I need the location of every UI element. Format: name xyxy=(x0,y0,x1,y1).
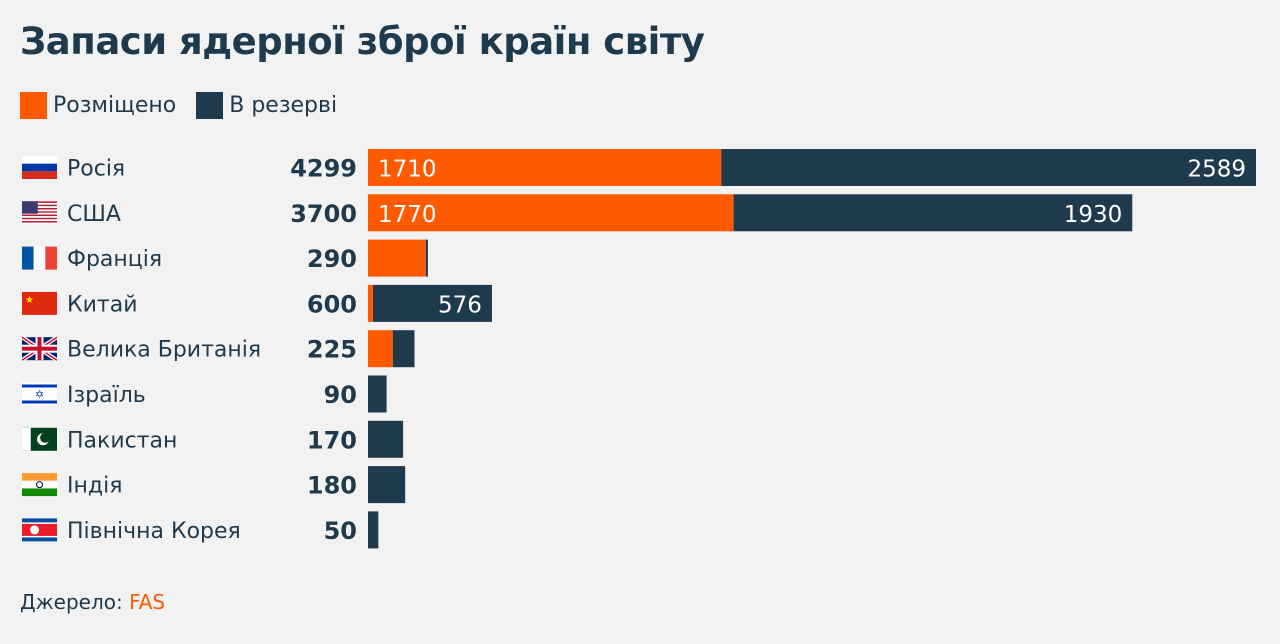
legend-swatch-deployed xyxy=(20,92,47,119)
bar-reserve xyxy=(425,239,428,277)
north-korea-flag xyxy=(22,518,57,542)
bar-deployed xyxy=(368,330,393,368)
legend-swatch-reserve xyxy=(196,92,224,119)
bar-row: Велика Британія 225 xyxy=(20,330,415,368)
category-label: Росія xyxy=(67,157,125,182)
total-label: 225 xyxy=(307,336,357,364)
source-note: Джерело: FAS xyxy=(20,590,165,614)
bar-deployed xyxy=(368,239,426,277)
source-link[interactable]: FAS xyxy=(129,590,166,614)
category-label: США xyxy=(67,202,121,227)
bar-deployed xyxy=(368,194,734,232)
legend-item-reserve: В резерві xyxy=(196,92,337,119)
usa-flag xyxy=(22,201,57,225)
bar-row: Індія 180 xyxy=(22,466,406,504)
pakistan-flag xyxy=(22,427,57,451)
data-label: 1770 xyxy=(378,202,437,228)
bar-row: ✡ Ізраїль 90 xyxy=(22,375,387,413)
bar-row: Пакистан 170 xyxy=(22,420,404,458)
category-label: Індія xyxy=(67,474,122,499)
bar-reserve xyxy=(368,375,387,413)
legend: Розміщено В резерві xyxy=(20,92,357,119)
bar-reserve xyxy=(721,149,1256,186)
uk-flag xyxy=(20,335,59,362)
total-label: 3700 xyxy=(290,200,357,228)
bar-reserve xyxy=(368,466,406,504)
legend-item-deployed: Розміщено xyxy=(20,92,176,119)
data-label: 1710 xyxy=(378,157,437,183)
bar-reserve xyxy=(368,420,404,458)
france-flag xyxy=(22,246,57,270)
bar-row: Франція 290 xyxy=(22,239,428,277)
bar-reserve xyxy=(372,284,492,322)
total-label: 290 xyxy=(307,245,357,273)
svg-text:✡: ✡ xyxy=(35,388,44,401)
category-label: Франція xyxy=(67,247,162,272)
bar-row: ★ Китай 600 576 xyxy=(22,284,492,322)
total-label: 170 xyxy=(307,426,357,454)
bar-deployed xyxy=(368,284,373,322)
data-label: 1930 xyxy=(1064,202,1123,228)
svg-text:★: ★ xyxy=(25,295,34,306)
total-label: 180 xyxy=(307,472,357,500)
total-label: 4299 xyxy=(290,155,357,183)
russia-flag xyxy=(22,156,57,179)
category-label: Велика Британія xyxy=(67,338,261,363)
bar-row: Росія 4299 1710 2589 xyxy=(22,149,1256,186)
israel-flag: ✡ xyxy=(22,382,57,406)
bar-reserve xyxy=(368,511,379,549)
bar-row: Північна Корея 50 xyxy=(22,511,379,549)
total-label: 90 xyxy=(324,381,357,409)
bar-deployed xyxy=(368,149,722,186)
china-flag: ★ xyxy=(22,291,57,315)
data-label: 576 xyxy=(438,292,482,318)
source-label: Джерело: xyxy=(20,590,123,614)
bar-row: США 3700 1770 1930 xyxy=(22,194,1133,232)
category-label: Ізраїль xyxy=(67,383,146,408)
category-label: Пакистан xyxy=(67,428,177,453)
category-label: Північна Корея xyxy=(67,519,241,544)
category-label: Китай xyxy=(67,292,138,317)
data-label: 2589 xyxy=(1187,157,1246,183)
total-label: 50 xyxy=(324,517,357,545)
legend-label-deployed: Розміщено xyxy=(53,93,177,118)
total-label: 600 xyxy=(307,290,357,318)
bar-reserve xyxy=(392,330,415,368)
chart-title: Запаси ядерної зброї країн світу xyxy=(20,20,705,63)
india-flag xyxy=(22,473,57,497)
bar-reserve xyxy=(733,194,1133,232)
legend-label-reserve: В резерві xyxy=(229,93,338,118)
